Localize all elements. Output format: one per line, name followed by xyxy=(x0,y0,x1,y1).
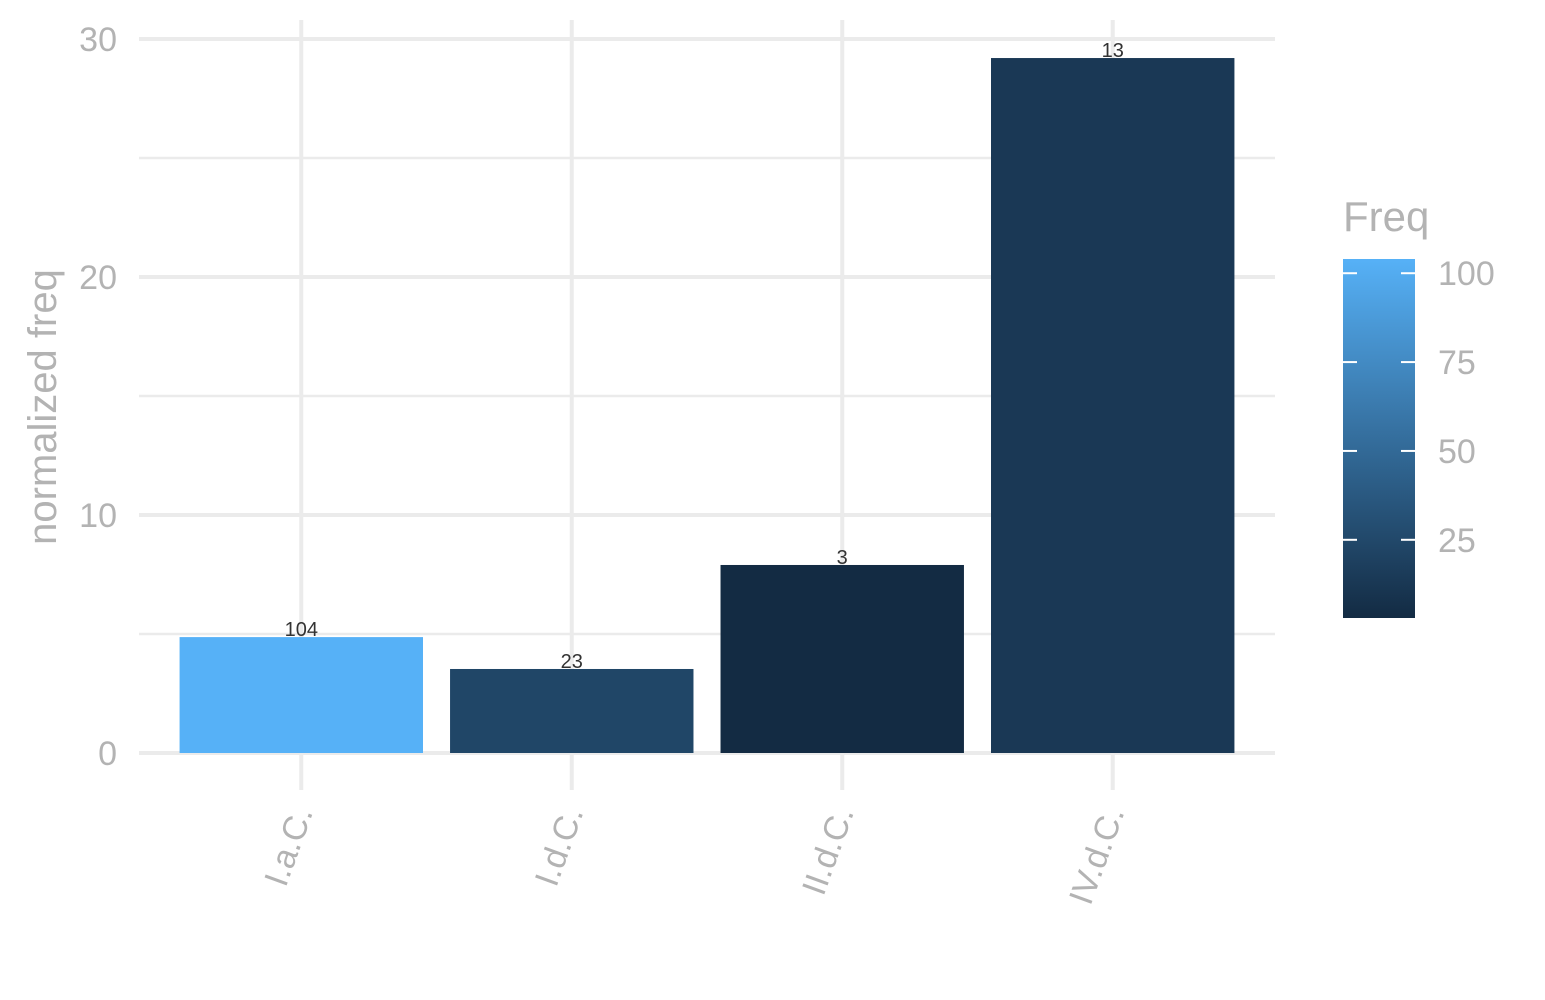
bar xyxy=(991,58,1235,754)
data-label: 23 xyxy=(561,651,583,673)
legend-tick-label: 100 xyxy=(1438,255,1495,293)
x-tick-label: I.d.C. xyxy=(528,802,591,891)
data-label: 104 xyxy=(285,619,318,641)
legend-title: Freq xyxy=(1343,193,1429,240)
bar xyxy=(179,637,423,753)
data-label: 3 xyxy=(837,547,848,569)
bar xyxy=(720,564,964,753)
y-tick-label: 20 xyxy=(79,259,117,297)
x-tick-label: I.a.C. xyxy=(257,802,320,891)
legend: Freq 25 50 75 100 xyxy=(1343,193,1495,618)
bars xyxy=(179,58,1235,754)
y-axis-title: normalized freq xyxy=(21,269,65,545)
legend-ticks: 25 50 75 100 xyxy=(1343,255,1495,560)
legend-tick-label: 25 xyxy=(1438,522,1476,560)
x-tick-label: II.d.C. xyxy=(795,802,862,900)
x-axis-ticks: I.a.C. I.d.C. II.d.C. IV.d.C. xyxy=(257,802,1132,910)
legend-colorbar xyxy=(1343,259,1415,618)
bar xyxy=(450,668,694,753)
data-labels: 104 23 3 13 xyxy=(285,40,1124,673)
legend-tick-label: 50 xyxy=(1438,433,1476,471)
y-tick-label: 30 xyxy=(79,21,117,59)
data-label: 13 xyxy=(1102,40,1124,62)
y-axis-ticks: 0 10 20 30 xyxy=(79,21,117,773)
x-tick-label: IV.d.C. xyxy=(1062,802,1132,910)
y-tick-label: 10 xyxy=(79,497,117,535)
y-tick-label: 0 xyxy=(98,735,117,773)
legend-tick-label: 75 xyxy=(1438,344,1476,382)
